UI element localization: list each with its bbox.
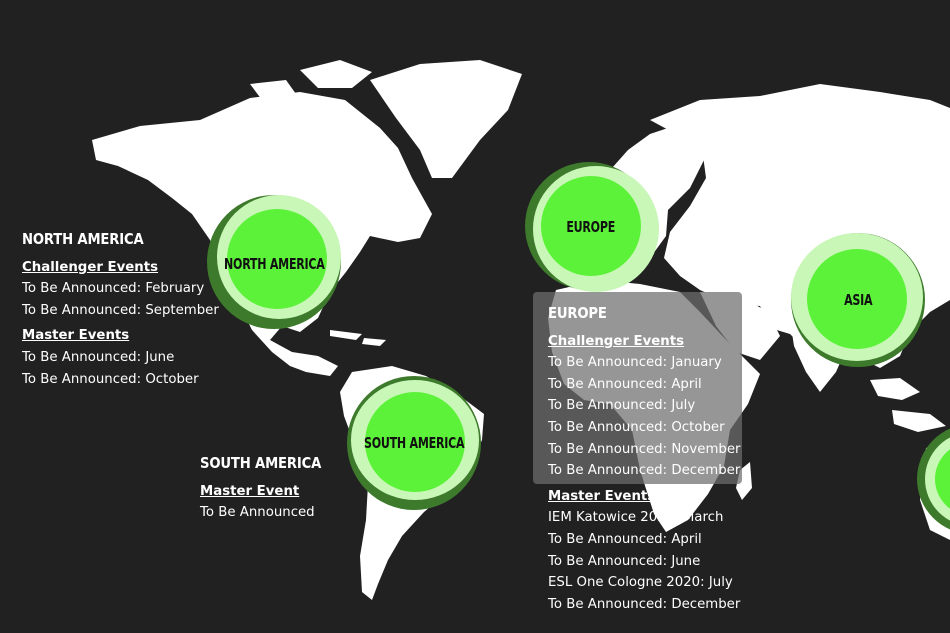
list-item: To Be Announced: January (548, 355, 722, 371)
list-item: To Be Announced: April (548, 531, 702, 547)
greenland-landmass (370, 60, 522, 178)
japan-landmass (930, 186, 950, 240)
europe-badge-label: EUROPE (566, 218, 616, 236)
list-item: To Be Announced: October (548, 419, 725, 435)
europe-panel-backdrop (533, 292, 742, 484)
south-america-badge-label: SOUTH AMERICA (363, 434, 465, 452)
list-item: To Be Announced: September (22, 302, 219, 318)
badge-core (807, 249, 907, 349)
arctic-islands (250, 60, 372, 184)
asia-badge-label: ASIA (843, 291, 873, 309)
list-item: ESL One Cologne 2020: July (548, 575, 733, 591)
europe-events-panel: EUROPE Challenger Events To Be Announced… (548, 303, 748, 615)
list-item: To Be Announced: October (22, 371, 199, 387)
list-item: IEM Katowice 2020: March (548, 510, 724, 526)
challenger-events-heading: Challenger Events (22, 259, 159, 275)
master-events-heading: Master Events (22, 328, 130, 344)
badge-core (541, 176, 641, 276)
europe-badge[interactable]: EUROPE (525, 162, 659, 296)
north-america-events-panel: NORTH AMERICA Challenger Events To Be An… (22, 229, 222, 390)
north-america-badge-label: NORTH AMERICA (223, 255, 325, 273)
list-item: To Be Announced: April (548, 376, 702, 392)
southeast-asia-islands (870, 378, 946, 432)
panel-title: SOUTH AMERICA (200, 454, 322, 472)
north-america-badge[interactable]: NORTH AMERICA (207, 195, 341, 329)
asia-badge[interactable]: ASIA (791, 233, 925, 367)
challenger-events-heading: Challenger Events (548, 333, 685, 349)
list-item: To Be Announced: February (22, 281, 205, 297)
badge-core (227, 209, 327, 309)
south-america-events-panel: SOUTH AMERICA Master Event To Be Announc… (200, 453, 360, 524)
master-events-heading: Master Events (548, 488, 656, 504)
list-item: To Be Announced: December (548, 463, 741, 479)
south-america-badge[interactable]: SOUTH AMERICA (347, 376, 481, 510)
list-item: To Be Announced: July (548, 398, 696, 414)
list-item: To Be Announced: November (548, 441, 741, 457)
panel-title: NORTH AMERICA (22, 230, 144, 248)
list-item: To Be Announced: June (548, 553, 701, 569)
oceania-badge-partial[interactable] (917, 424, 950, 534)
panel-title: EUROPE (548, 304, 607, 322)
caribbean-islands (330, 330, 386, 346)
badge-core (365, 392, 465, 492)
master-event-heading: Master Event (200, 483, 300, 499)
list-item: To Be Announced (200, 505, 315, 521)
list-item: To Be Announced: December (548, 596, 741, 612)
list-item: To Be Announced: June (22, 349, 175, 365)
